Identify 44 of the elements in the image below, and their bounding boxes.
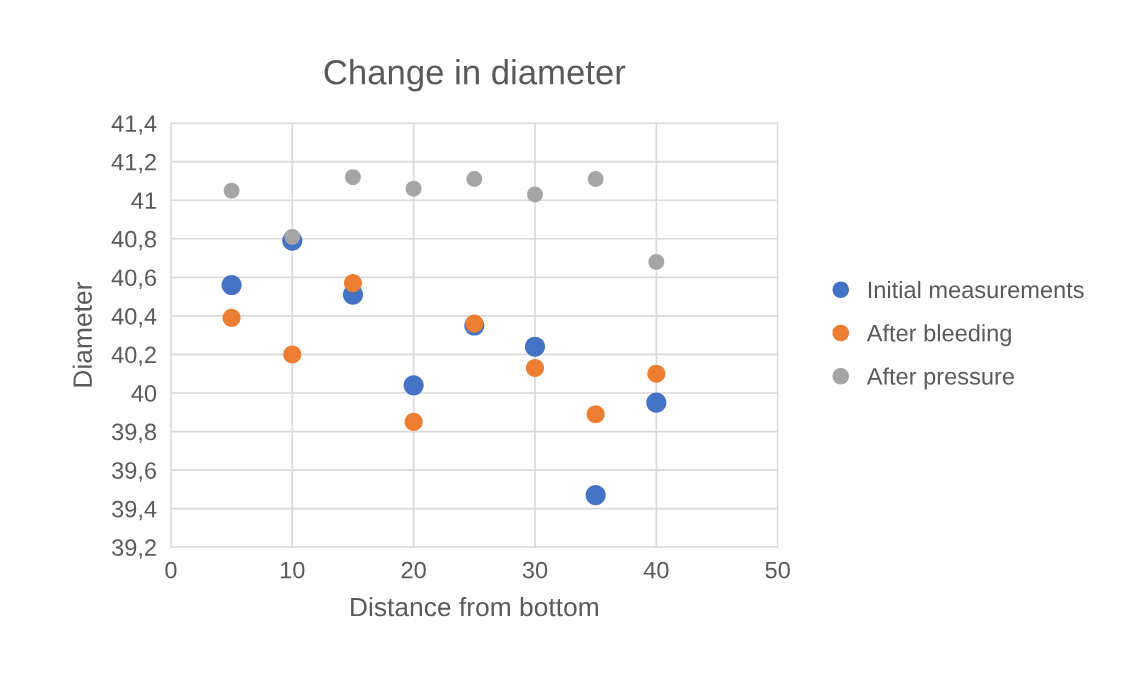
- y-tick-label: 41,2: [111, 153, 156, 174]
- x-tick-label: 50: [765, 561, 790, 579]
- point: [646, 392, 667, 413]
- point: [647, 364, 666, 383]
- y-tick-label: 39,8: [111, 423, 157, 444]
- point: [587, 171, 604, 187]
- y-tick-label: 40,6: [111, 269, 157, 289]
- legend-label: Initial measurements: [868, 280, 1084, 299]
- y-tick-label: 40,4: [111, 307, 157, 328]
- point: [222, 308, 241, 327]
- x-axis-title: Distance from bottom: [351, 596, 598, 617]
- legend-label: After bleeding: [866, 324, 1011, 347]
- x-tick-label: 0: [165, 561, 177, 579]
- y-tick-label: 41: [131, 192, 156, 209]
- point: [284, 228, 301, 245]
- point: [405, 180, 422, 197]
- point: [223, 182, 240, 199]
- x-tick-label: 10: [280, 561, 305, 579]
- x-tick-label: 40: [643, 561, 669, 579]
- point: [404, 412, 423, 431]
- point: [525, 358, 545, 377]
- y-tick-label: 40,2: [111, 346, 156, 367]
- point: [343, 274, 363, 293]
- y-tick-label: 39,2: [111, 539, 156, 559]
- point: [527, 186, 543, 203]
- point: [221, 274, 242, 296]
- x-tick-label: 30: [522, 561, 548, 579]
- chart-title: Change in diameter: [324, 59, 626, 92]
- y-tick-label: 41,4: [111, 115, 157, 135]
- legend-label: After pressure: [866, 367, 1014, 390]
- y-tick-label: 39,4: [111, 500, 157, 521]
- point: [345, 169, 361, 186]
- point: [524, 336, 546, 357]
- y-tick-label: 40: [131, 385, 157, 402]
- point: [403, 375, 424, 396]
- y-tick-label: 40,8: [111, 230, 157, 251]
- y-axis-title: Diameter: [72, 282, 92, 387]
- point: [585, 485, 606, 506]
- y-tick-label: 39,6: [111, 462, 157, 482]
- point: [466, 171, 483, 187]
- point: [586, 405, 605, 424]
- x-tick-label: 20: [401, 561, 426, 579]
- point: [648, 253, 665, 270]
- point: [283, 345, 302, 364]
